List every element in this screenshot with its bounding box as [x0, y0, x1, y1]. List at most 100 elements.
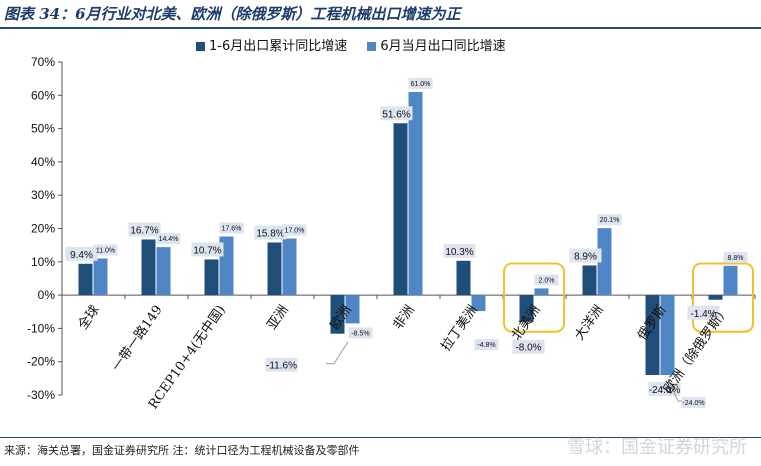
data-label: 9.4% — [70, 250, 93, 261]
x-category-label: 一带一路149 — [109, 302, 166, 374]
bar-june — [534, 288, 549, 296]
x-category-label: 拉丁美洲 — [439, 303, 481, 354]
bar-june — [597, 228, 612, 296]
legend-label-series2: 6月当月出口同比增速 — [380, 39, 506, 54]
bar-june — [408, 91, 423, 296]
bar-cumulative — [645, 295, 660, 376]
bar-june — [723, 265, 738, 296]
y-tick-label: -20% — [27, 355, 55, 369]
x-category-label: 大洋洲 — [572, 303, 607, 344]
data-label-bg — [65, 246, 98, 261]
bar-june — [282, 238, 297, 296]
data-label: 16.7% — [130, 225, 158, 236]
data-label: -24.0% — [649, 385, 681, 396]
data-label: -24.0% — [682, 400, 704, 407]
watermark: 雪球：国金证券研究所 — [567, 437, 747, 458]
y-tick-label: 60% — [31, 88, 55, 102]
data-label: 2.0% — [539, 277, 555, 284]
chart-title: 图表 34：6月行业对北美、欧洲（除俄罗斯）工程机械出口增速为正 — [4, 5, 461, 23]
bar-cumulative — [519, 295, 534, 322]
legend-swatch-series2 — [367, 42, 377, 51]
highlight-box — [503, 262, 565, 333]
data-label-bg — [156, 233, 181, 245]
data-label-bg — [282, 224, 307, 236]
x-category-label: 非洲 — [391, 303, 418, 333]
data-label: 10.3% — [445, 247, 473, 258]
data-label-bg — [687, 305, 720, 320]
y-tick-label: -10% — [27, 321, 55, 335]
data-label: 51.6% — [382, 109, 410, 120]
legend: 1-6月出口累计同比增速 6月当月出口同比增速 — [196, 35, 522, 54]
data-label-bg — [191, 242, 224, 257]
data-label-bg — [474, 339, 499, 351]
source-note: 来源：海关总署，国金证券研究所 注：统计口径为工程机械设备及零部件 — [4, 444, 360, 457]
data-label: -11.6% — [266, 361, 297, 372]
y-tick-label: 70% — [31, 55, 55, 69]
bar-cumulative — [78, 263, 93, 296]
data-label-bg — [648, 382, 681, 397]
data-label-bg — [265, 357, 298, 372]
bar-cumulative — [393, 123, 408, 296]
bar-cumulative — [708, 295, 723, 300]
title-rule — [0, 27, 761, 29]
data-label: -4.8% — [477, 342, 495, 349]
data-label-bg — [254, 225, 287, 240]
y-tick-label: 30% — [31, 188, 55, 202]
bar-cumulative — [204, 259, 219, 296]
data-label: -8.5% — [351, 330, 369, 337]
footer-rule — [0, 437, 761, 438]
data-label-bg — [512, 339, 545, 354]
y-tick-label: 20% — [31, 222, 55, 236]
bar-cumulative — [456, 260, 471, 296]
legend-item-series1: 1-6月出口累计同比增速 — [196, 35, 347, 54]
data-label: -1.4% — [690, 309, 716, 320]
x-category-label: 全球 — [75, 302, 103, 332]
data-label: 61.0% — [411, 81, 431, 88]
data-label: 15.8% — [256, 228, 284, 239]
data-label-bg — [219, 222, 244, 234]
data-label-bg — [534, 274, 559, 286]
data-label-bg — [569, 248, 602, 263]
data-label-bg — [597, 214, 622, 226]
data-label-bg — [681, 397, 706, 409]
data-label: 10.7% — [193, 245, 221, 256]
bar-june — [156, 247, 171, 296]
data-label-bg — [443, 243, 476, 258]
highlight-box — [692, 262, 754, 333]
data-label: 8.8% — [728, 255, 744, 262]
data-label-bg — [723, 251, 748, 263]
legend-item-series2: 6月当月出口同比增速 — [367, 35, 506, 54]
y-tick-label: 0% — [38, 288, 56, 302]
leader-line — [667, 378, 682, 402]
y-tick-label: 40% — [31, 155, 55, 169]
bar-june — [471, 295, 486, 312]
data-label: 14.4% — [159, 236, 179, 243]
bar-cumulative — [141, 239, 156, 296]
bar-june — [93, 258, 108, 296]
y-tick-label: -30% — [27, 388, 55, 402]
data-label-bg — [128, 222, 161, 237]
data-label-bg — [348, 327, 373, 339]
bar-june — [345, 295, 360, 324]
bar-cumulative — [330, 295, 345, 334]
data-label: 11.0% — [96, 247, 115, 254]
y-tick-label: 10% — [31, 255, 55, 269]
bar-cumulative — [582, 265, 597, 296]
leader-line — [326, 341, 349, 365]
data-label: 20.1% — [600, 217, 620, 224]
data-label-bg — [93, 244, 118, 256]
data-label: 17.6% — [222, 225, 242, 232]
bar-cumulative — [267, 242, 282, 296]
data-label: -8.0% — [515, 343, 541, 354]
y-tick-label: 50% — [31, 122, 55, 136]
bar-june — [660, 295, 675, 376]
legend-label-series1: 1-6月出口累计同比增速 — [209, 39, 348, 54]
data-label: 8.9% — [574, 251, 597, 262]
data-label-bg — [380, 106, 413, 121]
x-category-label: 亚洲 — [265, 303, 292, 333]
data-label-bg — [408, 77, 433, 89]
x-category-label: 北美洲 — [509, 303, 544, 344]
legend-swatch-series1 — [196, 42, 205, 51]
data-label: 17.0% — [285, 227, 305, 234]
